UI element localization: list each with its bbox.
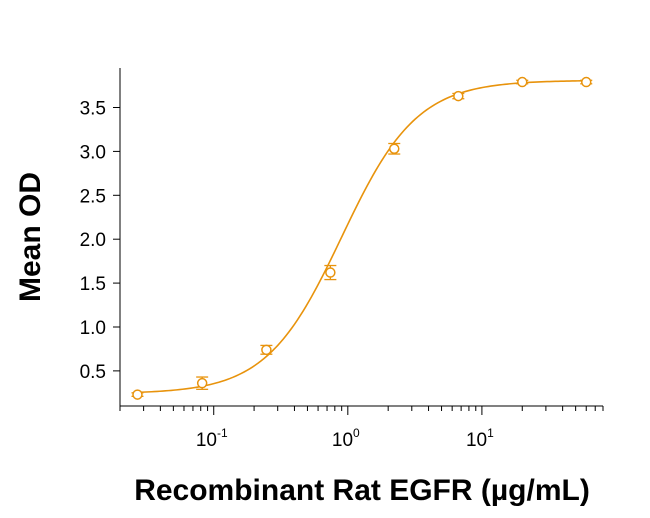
y-tick-label: 3.5 [80, 99, 106, 120]
point-marker [580, 76, 592, 88]
point-marker [389, 143, 400, 155]
x-tick-label: 100 [332, 426, 360, 451]
y-axis-ticks: 0.5 1.0 1.5 2.0 2.5 3.0 3.5 [80, 99, 120, 383]
data-point [516, 76, 529, 88]
y-tick-label: 1.5 [80, 274, 106, 295]
x-tick-exponent: -1 [217, 426, 228, 440]
point-marker [517, 76, 528, 88]
fit-curve [137, 79, 587, 394]
x-tick-exponent: 1 [487, 426, 494, 440]
point-marker [453, 90, 464, 102]
y-tick-label: 1.0 [80, 318, 106, 339]
x-tick-base: 10 [332, 430, 353, 451]
x-tick-label: 101 [466, 426, 494, 451]
data-point [580, 76, 593, 88]
data-point [196, 376, 209, 390]
point-marker [261, 344, 272, 356]
y-tick-label: 2.0 [80, 230, 106, 251]
x-tick-exponent: 0 [353, 426, 360, 440]
x-axis-ticks: 10-1 100 101 [119, 406, 604, 451]
data-point [260, 344, 273, 356]
x-tick-base: 10 [196, 430, 217, 451]
point-marker [325, 267, 336, 278]
y-tick-label: 0.5 [80, 362, 106, 383]
x-axis-title: Recombinant Rat EGFR (µg/mL) [134, 474, 590, 507]
data-point [452, 90, 465, 102]
y-axis-title: Mean OD [14, 172, 47, 302]
axes [119, 68, 603, 407]
x-tick-label: 10-1 [196, 426, 228, 451]
data-point [388, 142, 401, 155]
y-tick-label: 2.5 [80, 186, 106, 207]
x-tick-base: 10 [466, 430, 487, 451]
point-marker [132, 389, 143, 400]
y-tick-label: 3.0 [80, 142, 106, 163]
data-points [131, 76, 593, 400]
data-point [131, 389, 144, 400]
point-marker [196, 377, 208, 389]
data-point [324, 264, 337, 281]
